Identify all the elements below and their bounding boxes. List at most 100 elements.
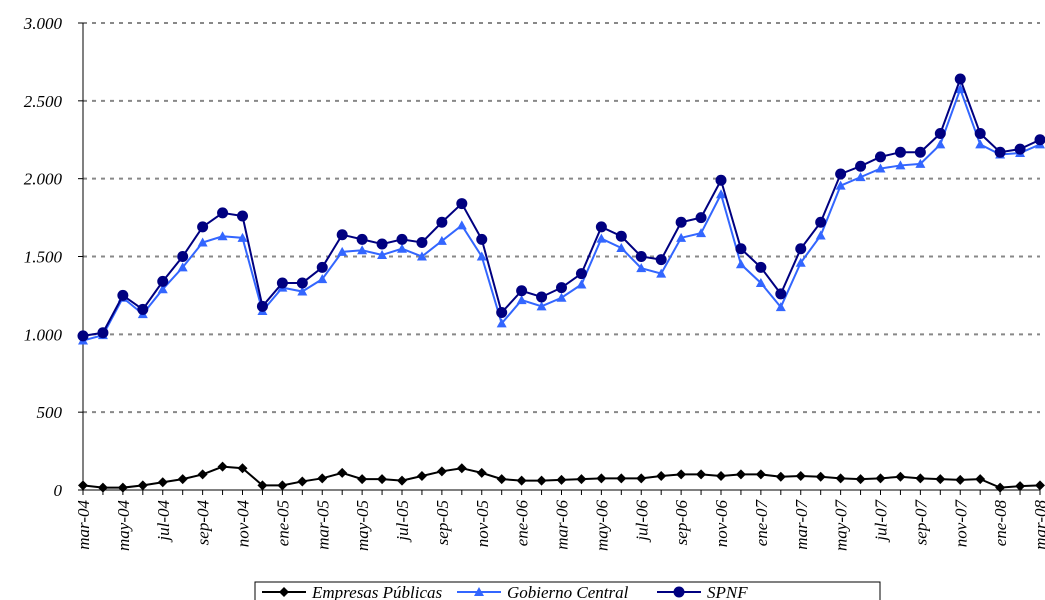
marker — [78, 480, 88, 491]
marker — [815, 471, 826, 482]
marker — [795, 257, 806, 267]
y-tick-label: 1.500 — [24, 248, 63, 267]
marker — [177, 262, 188, 272]
legend-label: SPNF — [707, 583, 748, 600]
marker — [676, 232, 687, 242]
marker — [835, 168, 847, 180]
marker — [516, 475, 527, 486]
legend-label: Gobierno Central — [507, 583, 629, 600]
marker — [556, 474, 567, 485]
marker — [556, 282, 567, 294]
x-tick-label: ene-05 — [273, 500, 292, 546]
x-tick-label: sep-04 — [194, 500, 213, 546]
marker — [217, 207, 229, 219]
x-tick-label: sep-05 — [433, 500, 452, 545]
x-tick-label: mar-08 — [1031, 500, 1045, 550]
x-tick-label: mar-04 — [74, 500, 93, 550]
x-tick-label: mar-06 — [553, 500, 572, 550]
marker — [696, 228, 707, 238]
x-tick-label: mar-05 — [313, 500, 332, 550]
x-tick-label: mar-07 — [792, 499, 811, 550]
marker — [137, 303, 149, 315]
marker — [137, 480, 148, 491]
marker — [775, 471, 786, 482]
marker — [795, 470, 806, 481]
marker — [237, 210, 248, 222]
marker — [336, 229, 348, 241]
marker — [337, 467, 348, 478]
marker — [556, 292, 567, 302]
marker — [894, 146, 906, 158]
marker — [77, 330, 89, 342]
marker — [954, 73, 966, 85]
marker — [855, 160, 867, 172]
x-tick-label: may-05 — [353, 500, 372, 551]
marker — [117, 289, 129, 301]
marker — [1014, 143, 1026, 155]
marker — [536, 301, 547, 311]
marker — [1035, 480, 1045, 491]
marker — [197, 237, 208, 247]
x-tick-label: nov-05 — [473, 500, 492, 547]
marker — [875, 163, 886, 173]
marker — [197, 221, 209, 233]
marker — [157, 284, 168, 294]
x-tick-label: nov-04 — [234, 500, 253, 548]
marker — [496, 318, 507, 328]
marker — [596, 233, 607, 243]
marker — [157, 477, 168, 488]
marker — [376, 238, 388, 250]
marker — [217, 231, 228, 241]
marker — [416, 251, 427, 261]
marker — [673, 586, 685, 598]
marker — [576, 474, 587, 485]
marker — [715, 174, 727, 186]
x-tick-label: ene-07 — [752, 499, 771, 547]
marker — [735, 259, 746, 269]
marker — [835, 180, 846, 190]
marker — [396, 233, 408, 245]
marker — [97, 327, 109, 339]
marker — [914, 146, 926, 158]
marker — [656, 268, 667, 278]
marker — [317, 274, 328, 284]
marker — [217, 461, 228, 472]
y-tick-label: 2.000 — [24, 170, 63, 189]
marker — [755, 261, 767, 273]
y-tick-label: 1.000 — [24, 325, 63, 344]
marker — [575, 268, 587, 280]
marker — [97, 482, 108, 493]
marker — [297, 476, 308, 487]
marker — [1015, 481, 1026, 492]
marker — [855, 474, 866, 485]
marker — [735, 469, 746, 480]
marker — [257, 480, 268, 491]
marker — [815, 230, 826, 240]
marker — [276, 277, 288, 289]
marker — [775, 288, 787, 300]
marker — [297, 286, 308, 296]
marker — [277, 480, 288, 491]
marker — [397, 243, 407, 253]
marker — [157, 275, 169, 287]
marker — [357, 245, 368, 255]
marker — [855, 172, 866, 182]
marker — [695, 212, 707, 224]
marker — [436, 466, 447, 477]
marker — [616, 473, 627, 484]
marker — [237, 463, 248, 474]
marker — [496, 307, 508, 319]
x-tick-label: sep-06 — [672, 500, 691, 546]
marker — [377, 249, 388, 259]
marker — [895, 160, 906, 170]
marker — [655, 254, 667, 266]
marker — [536, 475, 547, 486]
marker — [1034, 134, 1045, 146]
marker — [516, 295, 527, 305]
marker — [177, 251, 189, 262]
marker — [656, 470, 667, 481]
x-tick-label: ene-06 — [513, 500, 532, 547]
legend: Empresas Públicas Gobierno Central SPNF — [254, 581, 881, 600]
x-tick-label: jul-06 — [632, 500, 651, 543]
marker — [636, 473, 647, 484]
